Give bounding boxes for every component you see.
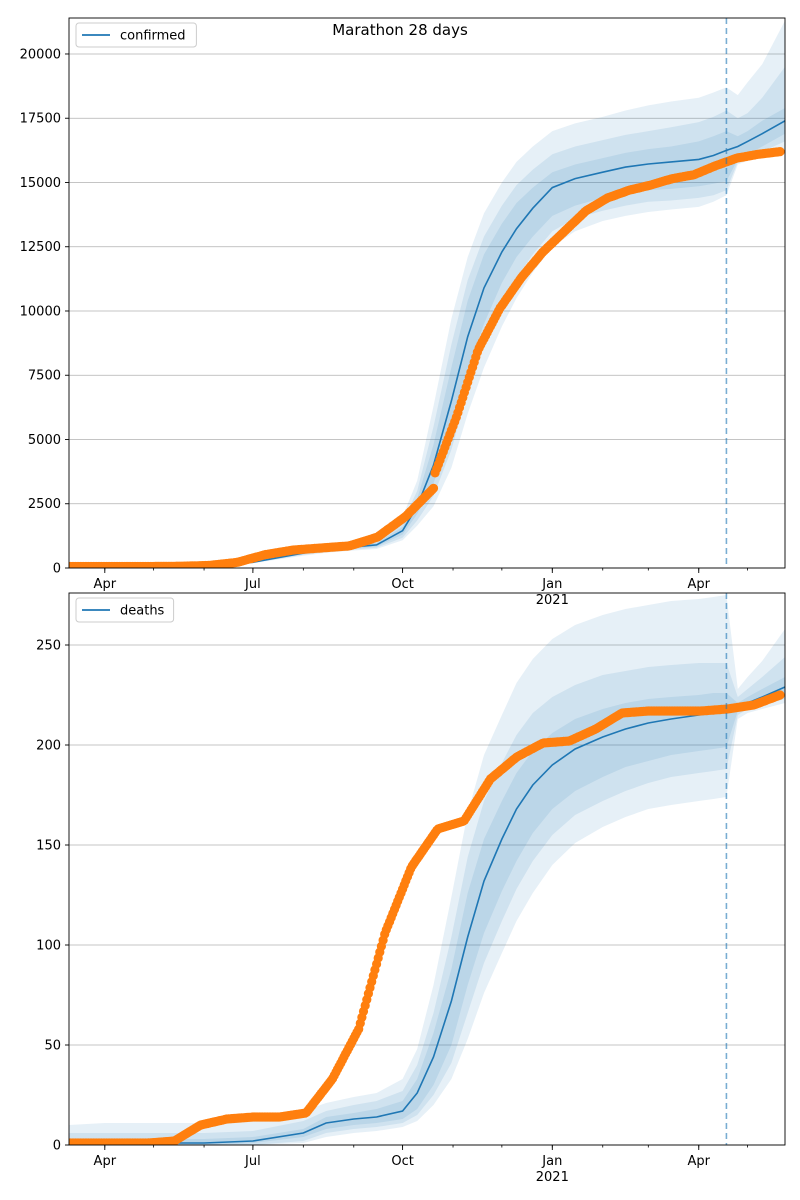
y-tick-label: 0 — [53, 1139, 61, 1154]
y-tick-label: 200 — [36, 739, 61, 754]
y-tick-label: 2500 — [28, 497, 61, 512]
legend: confirmed — [75, 22, 197, 48]
x-tick-label: Jul — [244, 1154, 261, 1169]
y-tick-label: 250 — [36, 639, 61, 654]
plot-area — [69, 20, 785, 568]
y-tick-label: 10000 — [20, 304, 61, 319]
plot-area — [69, 595, 785, 1145]
legend-label: deaths — [120, 604, 165, 619]
observed-point — [428, 483, 439, 493]
x-tick-label: Jan — [541, 577, 562, 592]
credible-band — [69, 66, 785, 567]
legend-box — [75, 597, 175, 623]
y-tick-label: 150 — [36, 839, 61, 854]
legend: deaths — [75, 597, 175, 623]
observed-point — [775, 690, 785, 700]
legend-box — [75, 22, 197, 48]
y-tick-label: 12500 — [20, 240, 61, 255]
x-tick-sublabel: 2021 — [536, 1170, 569, 1185]
figure-title: Marathon 28 days — [332, 21, 468, 39]
x-tick-label: Apr — [688, 1154, 711, 1169]
axes-frame — [68, 592, 786, 1146]
credible-band — [69, 677, 785, 1145]
y-tick-label: 15000 — [20, 176, 61, 191]
axes-frame — [68, 17, 786, 569]
credible-band — [69, 20, 785, 567]
y-tick-label: 100 — [36, 939, 61, 954]
x-tick-label: Apr — [94, 577, 117, 592]
y-tick-label: 0 — [53, 562, 61, 577]
credible-band — [69, 595, 785, 1145]
x-tick-sublabel: 2021 — [536, 593, 569, 608]
y-tick-label: 20000 — [20, 47, 61, 62]
credible-band — [69, 108, 785, 567]
legend-label: confirmed — [120, 29, 186, 44]
y-tick-label: 7500 — [28, 369, 61, 384]
x-tick-label: Apr — [94, 1154, 117, 1169]
observed-point — [775, 147, 785, 157]
x-tick-label: Jan — [541, 1154, 562, 1169]
y-tick-label: 50 — [44, 1039, 61, 1054]
x-tick-label: Jul — [244, 577, 261, 592]
credible-band — [69, 657, 785, 1145]
y-tick-label: 17500 — [20, 112, 61, 127]
x-tick-label: Oct — [391, 1154, 413, 1169]
x-tick-label: Oct — [391, 577, 413, 592]
x-tick-label: Apr — [688, 577, 711, 592]
confirmed-chart-panel: 0 2500 5000 7500 10000 12500 15000 17500 20000 Ap… — [20, 17, 786, 608]
y-tick-label: 5000 — [28, 433, 61, 448]
